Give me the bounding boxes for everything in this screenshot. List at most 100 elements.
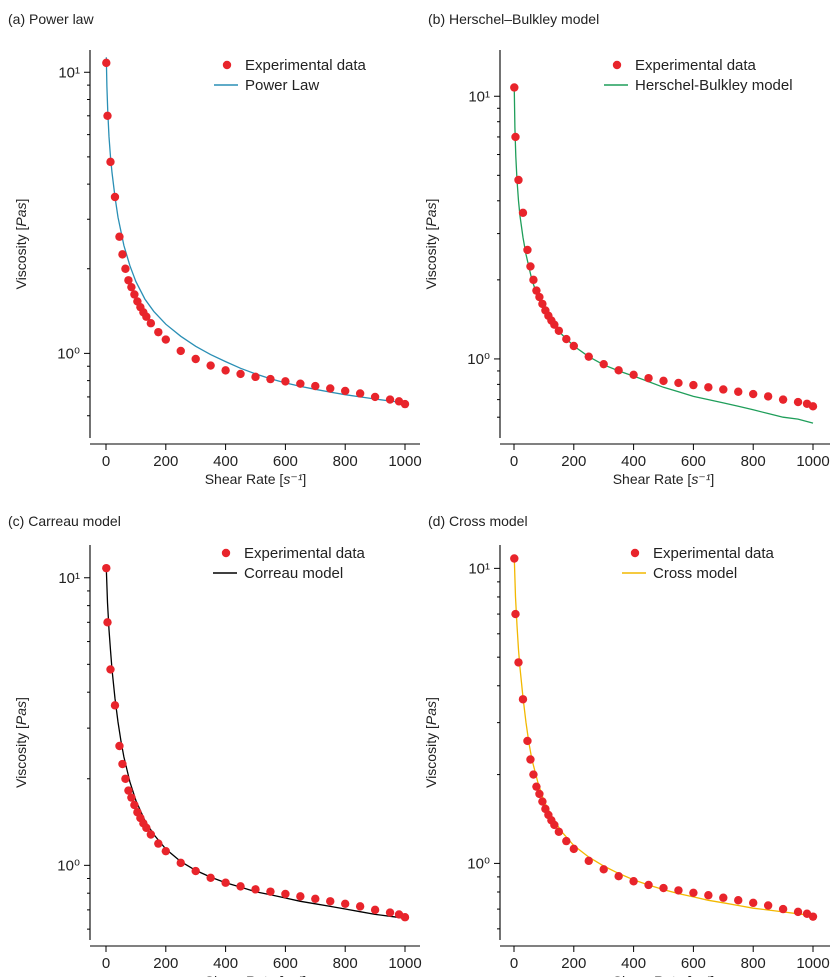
x-tick-label: 1000 [796, 453, 829, 470]
data-point [793, 397, 803, 407]
data-point [281, 889, 290, 899]
data-point [385, 395, 395, 404]
data-point [326, 384, 335, 393]
chart-panel-2: (b) Herschel–Bulkley model 0 200 400 600 800 1… [423, 11, 830, 487]
data-point [629, 877, 638, 886]
legend-marker-points [630, 548, 640, 558]
legend: Experimental data Cross model [622, 545, 775, 582]
data-point [749, 898, 758, 908]
data-point [221, 366, 230, 375]
y-tick-label: 10⁰ [467, 855, 490, 872]
data-point [146, 830, 156, 839]
data-point [115, 741, 124, 751]
y-axis-label: Viscosity [Pas] [13, 697, 29, 788]
data-point [734, 896, 743, 905]
data-point [121, 264, 130, 273]
data-point [370, 905, 380, 915]
legend-marker-points [221, 548, 231, 558]
data-point [206, 873, 215, 883]
data-point [510, 83, 519, 92]
data-point [599, 865, 608, 874]
data-point [161, 846, 170, 856]
x-tick-label: 1000 [388, 453, 421, 470]
data-point [103, 618, 112, 627]
data-point [124, 786, 133, 795]
legend: Experimental data Correau model [213, 545, 366, 582]
x-tick-label: 0 [510, 453, 518, 470]
data-point [535, 292, 544, 302]
model-curve [105, 57, 406, 404]
data-point [614, 366, 623, 375]
data-point [161, 335, 170, 344]
data-points [102, 563, 410, 922]
data-point [614, 871, 623, 881]
legend-label-line: Cross model [653, 565, 737, 582]
data-point [311, 894, 320, 903]
data-point [808, 912, 818, 921]
x-tick-label: 800 [333, 453, 358, 470]
data-point [176, 346, 185, 356]
data-point [532, 286, 541, 295]
data-point [146, 319, 156, 328]
data-point [526, 262, 535, 271]
data-point [127, 793, 136, 802]
data-point [326, 897, 335, 906]
data-point [689, 380, 698, 390]
data-point [526, 755, 535, 764]
x-tick-label: 400 [213, 453, 238, 470]
data-point [719, 893, 728, 902]
data-point [400, 399, 410, 409]
data-point [538, 797, 547, 806]
x-tick-label: 1000 [796, 955, 829, 972]
data-point [102, 563, 111, 573]
data-point [121, 774, 130, 783]
data-point [554, 827, 564, 836]
data-point [102, 58, 111, 68]
data-point [523, 245, 532, 255]
data-point [370, 392, 380, 402]
x-tick-label: 200 [153, 453, 178, 470]
panel-title: (d) Cross model [428, 513, 528, 529]
legend-label-line: Herschel-Bulkley model [635, 77, 793, 94]
data-point [311, 381, 320, 391]
data-point [142, 823, 151, 833]
x-tick-label: 400 [621, 955, 646, 972]
data-point [538, 299, 547, 309]
data-point [236, 369, 245, 379]
y-tick-label: 10¹ [58, 570, 80, 587]
data-point [569, 844, 578, 854]
y-axis-label: Viscosity [Pas] [13, 199, 29, 290]
legend-label-points: Experimental data [635, 57, 757, 74]
data-point [659, 376, 668, 386]
data-point [629, 370, 638, 380]
data-point [341, 386, 350, 396]
data-point [103, 111, 112, 121]
data-point [118, 759, 127, 769]
data-point [341, 899, 350, 908]
data-point [385, 908, 395, 917]
data-point [763, 392, 773, 401]
data-point [355, 902, 365, 911]
y-axis-label: Viscosity [Pas] [423, 199, 439, 290]
data-point [191, 354, 200, 364]
y-tick-label: 10¹ [468, 88, 490, 105]
data-point [550, 820, 559, 830]
y-tick-label: 10⁰ [467, 351, 490, 368]
panel-title: (a) Power law [8, 11, 94, 27]
data-points [102, 58, 410, 409]
data-point [749, 389, 758, 399]
legend-label-points: Experimental data [653, 545, 775, 562]
y-axis-label: Viscosity [Pas] [423, 697, 439, 788]
data-point [296, 892, 305, 901]
data-point [127, 282, 136, 292]
data-point [106, 157, 115, 167]
data-point [793, 907, 803, 917]
data-point [674, 886, 683, 895]
legend: Experimental data Power Law [214, 57, 367, 94]
data-point [514, 175, 523, 185]
data-point [778, 395, 788, 404]
data-points [510, 83, 818, 411]
legend-label-points: Experimental data [244, 545, 366, 562]
data-point [644, 880, 653, 890]
